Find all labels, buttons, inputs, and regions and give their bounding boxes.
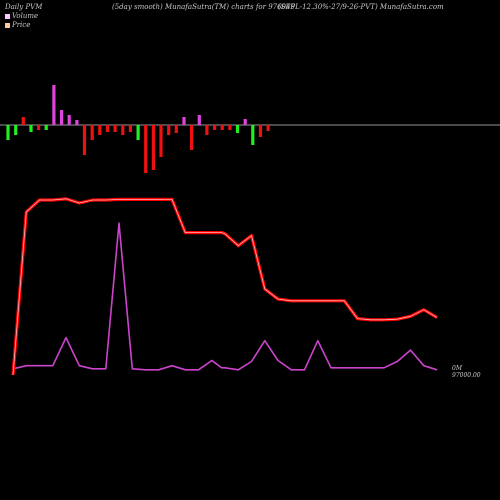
price-label-value: 97000.00: [452, 372, 481, 379]
volume-bar: [228, 125, 232, 130]
volume-bar: [6, 125, 10, 140]
chart-title-right: (SFPL-12.30%-27/9-26-PVT) MunafaSutra.co…: [278, 3, 444, 11]
volume-bar: [82, 125, 87, 155]
volume-bar: [144, 125, 148, 173]
volume-bar: [205, 125, 209, 135]
volume-bar: [243, 119, 247, 125]
volume-bar: [37, 125, 41, 130]
volume-bar: [113, 125, 117, 132]
volume-bar: [167, 125, 171, 135]
volume-bar: [121, 125, 125, 135]
volume-bar: [136, 125, 140, 140]
volume-bar: [14, 125, 18, 135]
volume-bar: [213, 125, 217, 130]
volume-line: [12, 222, 438, 371]
volume-bar: [220, 125, 224, 130]
volume-bar: [190, 125, 194, 150]
series-lines: [11, 197, 438, 376]
volume-bar: [182, 117, 186, 125]
legend-price-label: Price: [12, 21, 31, 29]
price-line: [11, 197, 438, 376]
legend-volume-swatch: [5, 13, 10, 19]
volume-bar: [251, 125, 255, 145]
volume-bar: [258, 125, 263, 137]
volume-bar: [235, 125, 240, 133]
price-label-top: 0M: [452, 365, 463, 372]
volume-bar: [29, 125, 33, 132]
chart-title-center: (5day smooth) MunafaSutra(TM) charts for…: [112, 3, 295, 11]
legend-volume: Volume: [5, 12, 38, 20]
volume-bar: [44, 125, 48, 130]
volume-bar: [128, 125, 132, 132]
legend-volume-label: Volume: [12, 12, 39, 20]
volume-bar: [105, 125, 110, 132]
volume-bar: [174, 125, 178, 133]
price-line-highlight: [12, 198, 438, 376]
volume-bar: [197, 115, 201, 125]
volume-bar: [52, 85, 56, 125]
volume-bars: [6, 85, 270, 173]
volume-bar: [60, 110, 64, 125]
volume-bar: [90, 125, 94, 140]
volume-bar: [159, 125, 163, 157]
volume-bar: [151, 125, 155, 170]
volume-bar: [75, 120, 79, 125]
volume-bar: [21, 117, 25, 125]
chart-title-left: Daily PVM: [5, 3, 43, 11]
volume-bar: [266, 125, 270, 131]
legend-price: Price: [5, 21, 30, 29]
volume-bar: [67, 115, 71, 125]
legend-price-swatch: [5, 22, 10, 28]
volume-bar: [98, 125, 102, 135]
